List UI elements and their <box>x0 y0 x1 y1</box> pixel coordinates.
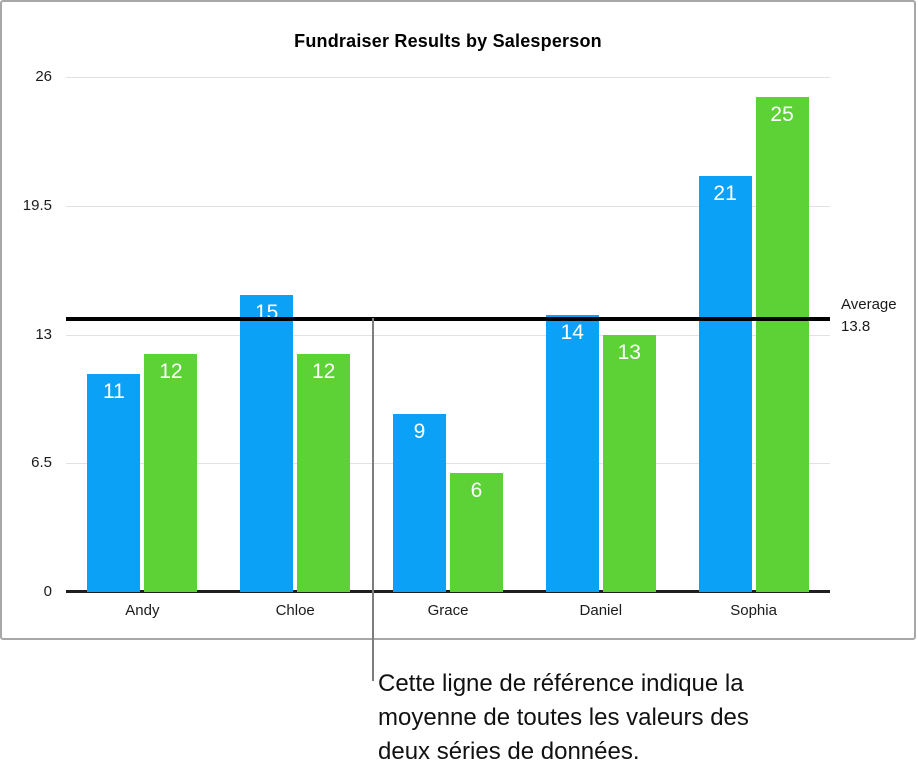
x-axis-category-label: Grace <box>427 602 469 619</box>
reference-line-label-text: Average <box>841 296 897 313</box>
bar-value-label: 12 <box>159 360 183 384</box>
bar-value-label: 9 <box>413 419 426 443</box>
bar-value-label: 25 <box>770 102 794 126</box>
caption-line-2: moyenne de toutes les valeurs des <box>378 704 749 731</box>
bar-value-label: 15 <box>255 300 279 324</box>
caption-line-3: deux séries de données. <box>378 738 640 765</box>
bar-series2-daniel: 13 <box>602 334 656 592</box>
bar-series1-grace: 9 <box>393 413 446 592</box>
bar-series1-andy: 11 <box>87 374 141 592</box>
bar-value-label: 11 <box>102 380 125 404</box>
x-axis-category-label: Sophia <box>730 602 777 619</box>
reference-line-value: 13.8 <box>841 318 871 335</box>
x-axis-category-label: Chloe <box>275 602 315 619</box>
y-axis-tick-label: 19.5 <box>22 196 52 214</box>
gridline-y-26 <box>66 77 830 78</box>
plot-area: 0 6.5 13 19.5 26 11 12 Andy 15 12 Chloe 9 6 Grace 14 13… <box>23 68 830 619</box>
average-reference-line <box>66 316 830 321</box>
gridline-y-13 <box>66 334 830 336</box>
callout-caption: Cette ligne de référence indique la moye… <box>378 667 848 769</box>
y-axis-tick-label: 26 <box>35 68 52 85</box>
gridline-y-19.5 <box>66 205 830 207</box>
x-axis-line <box>66 590 830 593</box>
y-axis-tick-label: 6.5 <box>31 454 52 472</box>
bar-series2-andy: 12 <box>144 354 198 592</box>
bar-value-label: 14 <box>560 320 584 344</box>
chart-title: Fundraiser Results by Salesperson <box>294 31 602 51</box>
bar-series2-sophia: 25 <box>755 96 809 592</box>
bar-value-label: 6 <box>470 479 483 503</box>
bar-series1-sophia: 21 <box>698 176 752 592</box>
x-axis-category-label: Andy <box>125 602 160 619</box>
reference-line-label: Average 13.8 <box>841 294 897 338</box>
caption-line-1: Cette ligne de référence indique la <box>378 670 744 697</box>
bar-value-label: 21 <box>713 182 737 206</box>
y-axis-tick-label: 0 <box>43 583 52 600</box>
x-axis-category-label: Daniel <box>579 602 623 619</box>
callout-connector-line <box>372 318 374 681</box>
bar-value-label: 12 <box>312 360 336 384</box>
bar-series1-chloe: 15 <box>240 294 294 592</box>
bar-series1-daniel: 14 <box>545 314 599 592</box>
bar-value-label: 13 <box>617 340 641 364</box>
gridline-y-6.5 <box>66 463 830 465</box>
bar-series2-chloe: 12 <box>297 354 351 592</box>
bar-series2-grace: 6 <box>450 473 503 592</box>
y-axis-tick-label: 13 <box>35 325 52 343</box>
